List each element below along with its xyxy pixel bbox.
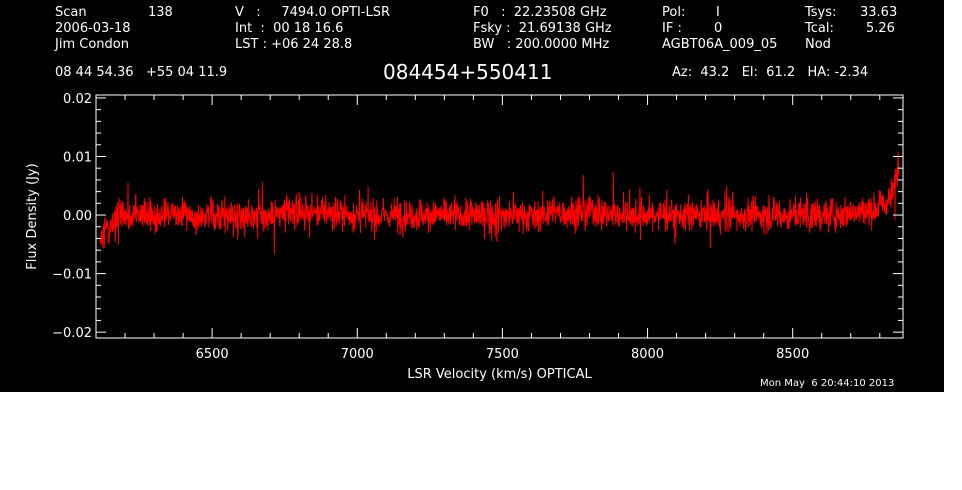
x-tick-label: 8500 bbox=[776, 347, 809, 362]
plot-frame bbox=[95, 94, 904, 339]
plot-timestamp: Mon May 6 20:44:10 2013 bbox=[760, 378, 895, 389]
spectrum-chart: 6500 7000 7500 8000 8500 −0.02 −0.01 0.00 0.01 0.… bbox=[25, 92, 904, 382]
scan-label: Scan bbox=[55, 5, 87, 20]
pol-label: Pol: bbox=[662, 5, 686, 20]
pol-value: I bbox=[716, 5, 720, 20]
x-axis-label: LSR Velocity (km/s) OPTICAL bbox=[407, 367, 592, 382]
tsys-label: Tsys: bbox=[805, 5, 837, 20]
axes-layer: 6500 7000 7500 8000 8500 −0.02 −0.01 0.00 0.01 0.… bbox=[25, 92, 904, 382]
observing-mode: Nod bbox=[805, 37, 831, 52]
az-el-ha: Az: 43.2 El: 61.2 HA: -2.34 bbox=[672, 65, 869, 80]
if-value: 0 bbox=[714, 21, 723, 36]
x-tick-label: 8000 bbox=[631, 347, 664, 362]
tcal-value: 5.26 bbox=[866, 21, 895, 36]
x-tick-label: 7000 bbox=[341, 347, 374, 362]
bandwidth: BW : 200.0000 MHz bbox=[473, 37, 610, 52]
project-id: AGBT06A_009_05 bbox=[662, 37, 778, 52]
rest-frequency: F0 : 22.23508 GHz bbox=[473, 5, 607, 20]
y-tick-label: 0.02 bbox=[63, 92, 92, 107]
spectrum-plot-panel: 6500 7000 7500 8000 8500 −0.02 −0.01 0.00 0.01 0.… bbox=[0, 0, 944, 392]
source-name: 084454+550411 bbox=[383, 60, 553, 84]
lst-line: LST : +06 24 28.8 bbox=[235, 37, 353, 52]
sky-frequency: Fsky : 21.69138 GHz bbox=[473, 21, 612, 36]
spectrum-trace bbox=[99, 152, 900, 255]
y-axis-label: Flux Density (Jy) bbox=[25, 163, 40, 269]
tcal-label: Tcal: bbox=[805, 21, 834, 36]
scan-number: 138 bbox=[148, 5, 173, 20]
tsys-value: 33.63 bbox=[860, 5, 898, 20]
if-label: IF : bbox=[662, 21, 682, 36]
x-tick-label: 7500 bbox=[486, 347, 519, 362]
x-tick-label: 6500 bbox=[196, 347, 229, 362]
velocity-line: V : 7494.0 OPTI-LSR bbox=[235, 5, 391, 20]
y-tick-label: 0.00 bbox=[63, 209, 92, 224]
spectrum-trace-layer bbox=[99, 152, 900, 255]
observation-date: 2006-03-18 bbox=[55, 21, 131, 36]
integration-time: Int : 00 18 16.6 bbox=[235, 21, 344, 36]
y-tick-label: 0.01 bbox=[63, 150, 92, 165]
y-tick-label: −0.01 bbox=[52, 268, 92, 283]
y-tick-label: −0.02 bbox=[52, 326, 92, 341]
source-coordinates: 08 44 54.36 +55 04 11.9 bbox=[55, 65, 228, 80]
observer-name: Jim Condon bbox=[55, 37, 129, 52]
